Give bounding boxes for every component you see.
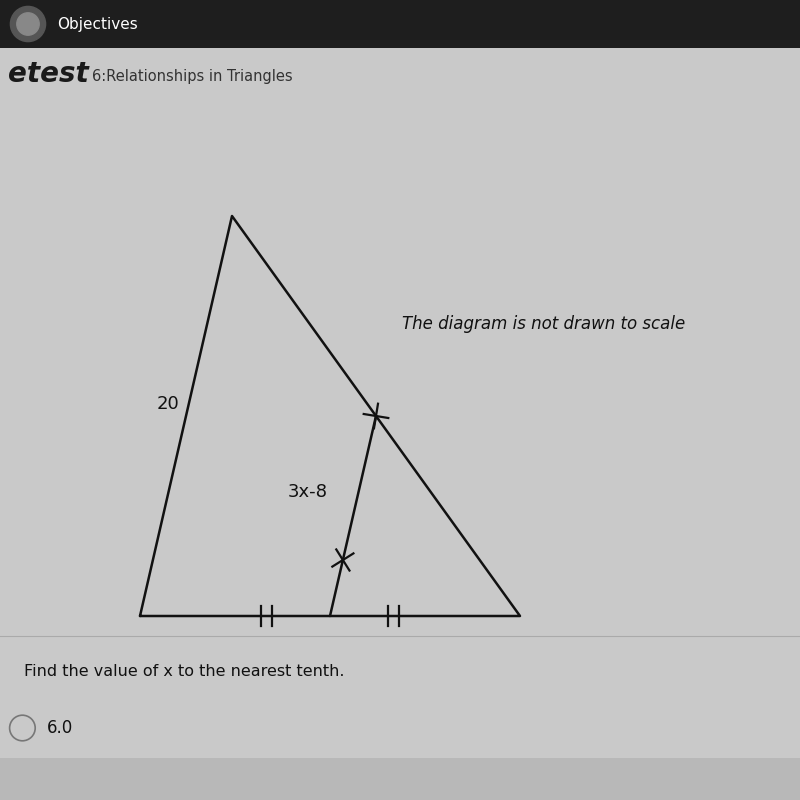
Circle shape (17, 13, 39, 35)
Circle shape (10, 6, 46, 42)
Text: etest: etest (8, 60, 89, 88)
Circle shape (10, 715, 35, 741)
Text: 20: 20 (157, 395, 179, 413)
FancyBboxPatch shape (0, 0, 800, 48)
Text: Objectives: Objectives (58, 17, 138, 31)
FancyBboxPatch shape (0, 758, 800, 800)
Text: 6:Relationships in Triangles: 6:Relationships in Triangles (92, 69, 293, 83)
Text: Find the value of x to the nearest tenth.: Find the value of x to the nearest tenth… (24, 665, 345, 679)
Text: The diagram is not drawn to scale: The diagram is not drawn to scale (402, 315, 686, 333)
Text: 3x-8: 3x-8 (288, 483, 328, 501)
Text: 6.0: 6.0 (46, 719, 73, 737)
